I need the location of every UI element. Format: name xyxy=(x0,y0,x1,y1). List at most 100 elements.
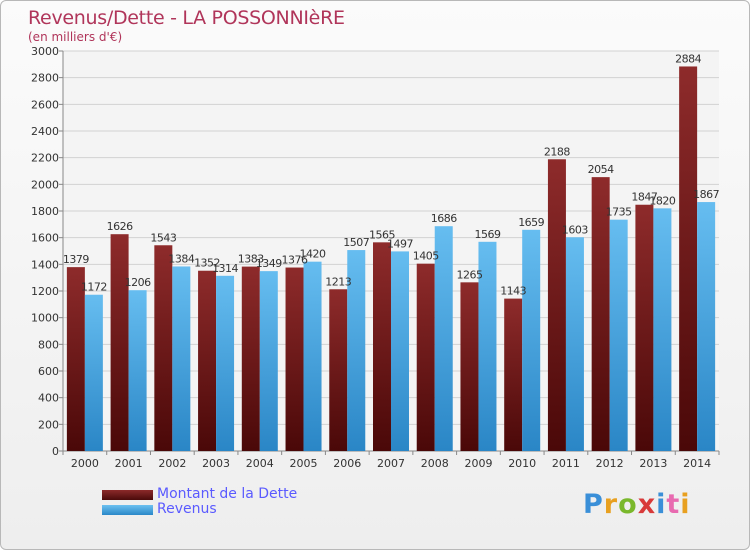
y-tick-label: 1400 xyxy=(31,258,59,271)
bar-revenue-2013 xyxy=(653,208,672,451)
data-label-debt-2004: 1383 xyxy=(238,253,264,266)
x-tick-label-2001: 2001 xyxy=(115,457,143,470)
legend-swatch-debt xyxy=(102,490,153,500)
bar-revenue-2004 xyxy=(259,271,278,451)
legend-label-revenue: Revenus xyxy=(157,501,217,517)
bar-debt-2012 xyxy=(591,177,610,451)
bar-revenue-2002 xyxy=(172,266,191,451)
data-label-revenue-2009: 1569 xyxy=(474,228,500,241)
data-label-revenue-2002: 1384 xyxy=(168,252,194,265)
data-label-debt-2005: 1376 xyxy=(282,254,308,267)
y-tick-label: 3000 xyxy=(31,45,59,58)
x-tick-label-2003: 2003 xyxy=(202,457,230,470)
data-label-debt-2007: 1565 xyxy=(369,228,395,241)
data-label-revenue-2007: 1497 xyxy=(387,237,413,250)
x-tick-label-2004: 2004 xyxy=(246,457,274,470)
y-tick-label: 2200 xyxy=(31,152,59,165)
bar-revenue-2010 xyxy=(522,229,541,451)
y-tick-label: 1800 xyxy=(31,205,59,218)
data-label-debt-2010: 1143 xyxy=(500,285,526,298)
bar-debt-2003 xyxy=(198,270,217,451)
bar-debt-2014 xyxy=(679,66,698,451)
y-tick-label: 1000 xyxy=(31,312,59,325)
x-tick-label-2012: 2012 xyxy=(596,457,624,470)
y-tick-label: 2000 xyxy=(31,178,59,191)
bar-debt-2013 xyxy=(635,204,654,451)
bar-debt-2008 xyxy=(416,263,435,451)
y-tick-label: 800 xyxy=(38,338,59,351)
proxiti-logo: Proxiti xyxy=(583,489,691,520)
y-tick-label: 0 xyxy=(52,445,59,458)
y-tick-label: 400 xyxy=(38,392,59,405)
x-tick-label-2009: 2009 xyxy=(464,457,492,470)
bar-debt-2005 xyxy=(285,267,304,451)
x-tick-label-2000: 2000 xyxy=(71,457,99,470)
bar-debt-2011 xyxy=(547,159,566,451)
x-tick-label-2014: 2014 xyxy=(683,457,711,470)
bar-revenue-2008 xyxy=(434,226,453,451)
data-label-debt-2002: 1543 xyxy=(150,231,176,244)
bar-debt-2010 xyxy=(504,298,523,451)
y-tick-label: 2600 xyxy=(31,98,59,111)
data-label-revenue-2014: 1867 xyxy=(693,188,719,201)
data-label-debt-2009: 1265 xyxy=(456,268,482,281)
bar-debt-2000 xyxy=(66,267,85,451)
y-tick-label: 2800 xyxy=(31,72,59,85)
bar-revenue-2014 xyxy=(697,202,716,451)
x-tick-label-2002: 2002 xyxy=(158,457,186,470)
data-label-debt-2008: 1405 xyxy=(413,250,439,263)
bar-debt-2007 xyxy=(373,242,391,451)
x-tick-label-2005: 2005 xyxy=(290,457,318,470)
bar-debt-2001 xyxy=(110,234,129,451)
bar-revenue-2007 xyxy=(391,251,409,451)
data-label-revenue-2012: 1735 xyxy=(606,206,632,219)
data-label-revenue-2010: 1659 xyxy=(518,216,544,229)
bar-debt-2009 xyxy=(460,282,479,451)
x-tick-label-2007: 2007 xyxy=(377,457,405,470)
bar-revenue-2011 xyxy=(565,237,584,451)
x-tick-label-2013: 2013 xyxy=(639,457,667,470)
bar-revenue-2009 xyxy=(478,241,497,451)
bar-revenue-2012 xyxy=(609,219,628,451)
data-label-debt-2001: 1626 xyxy=(107,220,133,233)
x-tick-label-2011: 2011 xyxy=(552,457,580,470)
data-label-revenue-2003: 1314 xyxy=(212,262,238,275)
legend-swatch-revenue xyxy=(102,505,153,515)
data-label-debt-2012: 2054 xyxy=(588,163,614,176)
bar-revenue-2003 xyxy=(216,275,235,451)
chart-title: Revenus/Dette - LA POSSONNIèRE xyxy=(28,7,345,29)
data-label-debt-2000: 1379 xyxy=(63,253,89,266)
y-tick-label: 1600 xyxy=(31,232,59,245)
data-label-revenue-2000: 1172 xyxy=(81,281,107,294)
y-tick-label: 200 xyxy=(38,418,59,431)
y-tick-label: 2400 xyxy=(31,125,59,138)
y-tick-label: 1200 xyxy=(31,285,59,298)
chart-subtitle: (en milliers d'€) xyxy=(28,30,123,44)
bar-debt-2004 xyxy=(241,266,260,451)
data-label-revenue-2001: 1206 xyxy=(125,276,151,289)
legend-label-debt: Montant de la Dette xyxy=(157,486,298,502)
y-tick-label: 600 xyxy=(38,365,59,378)
data-label-revenue-2008: 1686 xyxy=(431,212,457,225)
data-label-debt-2006: 1213 xyxy=(325,275,351,288)
data-label-revenue-2011: 1603 xyxy=(562,223,588,236)
data-label-revenue-2013: 1820 xyxy=(649,194,675,207)
data-label-revenue-2005: 1420 xyxy=(300,248,326,261)
bar-revenue-2000 xyxy=(84,294,103,451)
x-tick-label-2008: 2008 xyxy=(421,457,449,470)
bar-revenue-2001 xyxy=(128,290,147,451)
data-label-debt-2003: 1352 xyxy=(194,257,220,270)
data-label-debt-2013: 1847 xyxy=(631,191,657,204)
data-label-debt-2014: 2884 xyxy=(675,52,701,65)
bar-revenue-2006 xyxy=(347,250,366,451)
bar-revenue-2005 xyxy=(303,261,322,451)
x-tick-label-2010: 2010 xyxy=(508,457,536,470)
x-tick-label-2006: 2006 xyxy=(333,457,361,470)
bar-debt-2006 xyxy=(329,289,348,451)
data-label-revenue-2006: 1507 xyxy=(343,236,369,249)
bar-debt-2002 xyxy=(154,245,173,451)
data-label-debt-2011: 2188 xyxy=(544,145,570,158)
data-label-revenue-2004: 1349 xyxy=(256,257,282,270)
